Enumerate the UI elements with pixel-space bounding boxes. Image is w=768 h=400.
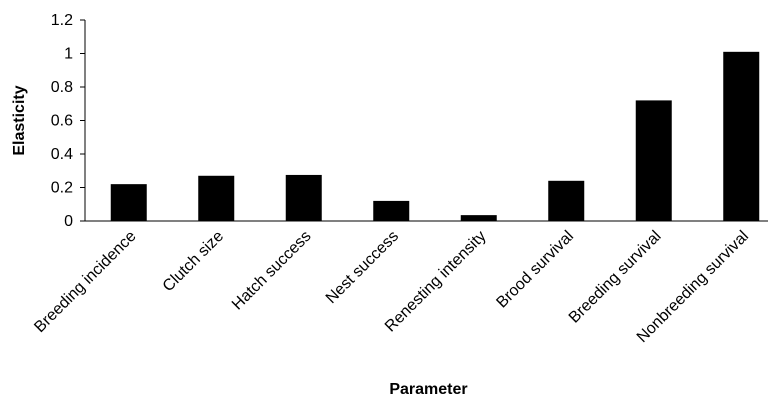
x-tick-label: Breeding incidence <box>31 228 139 336</box>
y-tick-label: 0.6 <box>51 113 73 130</box>
bar <box>635 100 672 221</box>
x-tick-label: Hatch success <box>229 228 315 314</box>
x-tick-label: Nest success <box>323 228 402 307</box>
bar <box>373 200 410 221</box>
x-tick-label: Clutch size <box>160 228 227 295</box>
y-tick-label: 1 <box>64 46 73 63</box>
y-tick-label: 1.2 <box>51 12 73 29</box>
x-axis-title: Parameter <box>389 381 467 398</box>
bar <box>460 215 497 221</box>
bars <box>110 51 760 222</box>
y-tick-label: 0.4 <box>51 146 73 163</box>
y-tick-label: 0 <box>64 213 73 230</box>
bar <box>198 175 235 221</box>
x-tick-label: Brood survival <box>493 228 577 312</box>
y-axis-ticks: 0 0.2 0.4 0.6 0.8 1 1.2 <box>51 12 85 230</box>
y-tick-label: 0.2 <box>51 180 73 197</box>
y-tick-label: 0.8 <box>51 79 73 96</box>
x-tick-label: Breeding survival <box>566 228 665 327</box>
x-axis-ticks: Breeding incidence Clutch size Hatch succe… <box>31 228 752 346</box>
bar <box>723 51 760 222</box>
x-tick-label: Renesting intensity <box>382 228 490 336</box>
bar <box>548 180 585 221</box>
y-axis-title: Elasticity <box>11 85 28 155</box>
bar <box>110 184 147 221</box>
bar <box>285 174 322 221</box>
